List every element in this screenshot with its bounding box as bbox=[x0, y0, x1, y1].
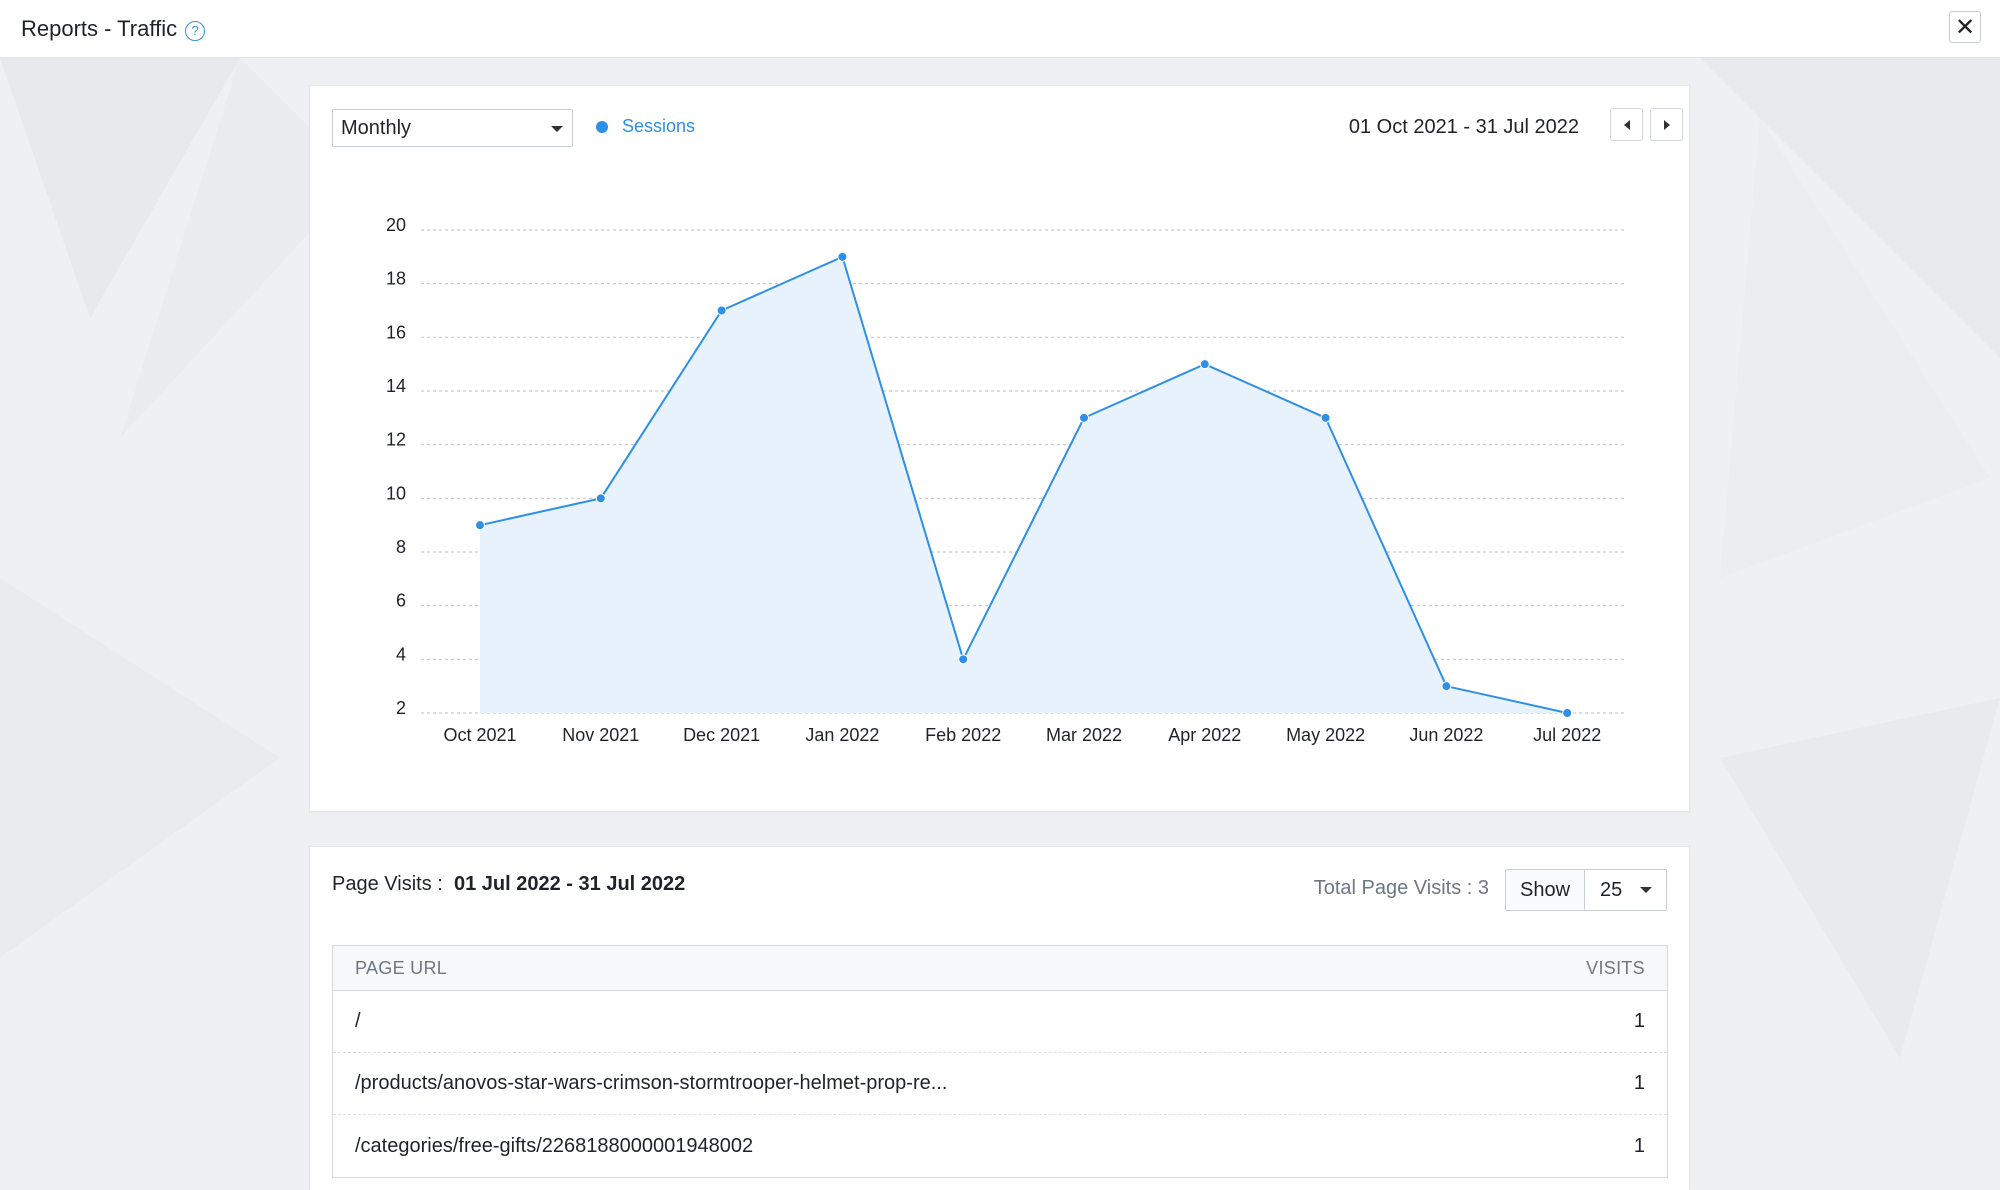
y-tick-label: 6 bbox=[396, 591, 406, 611]
y-tick-label: 10 bbox=[386, 483, 406, 503]
close-icon: ✕ bbox=[1954, 13, 1976, 41]
visits-count: 1 bbox=[1633, 1072, 1645, 1094]
y-tick-label: 12 bbox=[386, 430, 406, 450]
data-point[interactable] bbox=[1079, 412, 1089, 423]
visits-count: 1 bbox=[1633, 1010, 1645, 1032]
legend-dot-icon bbox=[596, 120, 608, 133]
chevron-down-icon bbox=[1640, 887, 1652, 893]
x-tick-label: Jul 2022 bbox=[1533, 725, 1601, 745]
page-visits-range: 01 Jul 2022 - 31 Jul 2022 bbox=[454, 873, 686, 895]
total-page-visits: Total Page Visits : 3 bbox=[1313, 877, 1489, 899]
sessions-area bbox=[480, 256, 1568, 713]
y-tick-label: 18 bbox=[386, 269, 406, 289]
data-point[interactable] bbox=[958, 654, 969, 665]
x-tick-label: Oct 2021 bbox=[443, 725, 516, 745]
y-tick-label: 20 bbox=[386, 215, 406, 235]
x-tick-label: Feb 2022 bbox=[925, 725, 1001, 745]
page-url-link[interactable]: /products/anovos-star-wars-crimson-storm… bbox=[355, 1072, 948, 1094]
top-bar: Reports - Traffic ? ✕ bbox=[0, 0, 2000, 58]
close-button[interactable]: ✕ bbox=[1949, 11, 1981, 43]
data-point[interactable] bbox=[1562, 708, 1573, 718]
table-row: / 1 bbox=[333, 991, 1667, 1053]
legend-item-sessions[interactable]: Sessions bbox=[596, 116, 695, 137]
x-tick-label: Dec 2021 bbox=[683, 725, 760, 745]
data-point[interactable] bbox=[837, 251, 848, 262]
x-tick-label: Mar 2022 bbox=[1046, 725, 1122, 745]
page-visits-label: Page Visits : bbox=[332, 873, 443, 895]
column-header-visits: VISITS bbox=[1586, 957, 1645, 978]
page-size-value: 25 bbox=[1600, 878, 1623, 901]
y-tick-label: 14 bbox=[386, 376, 406, 396]
y-tick-label: 16 bbox=[386, 322, 406, 342]
table-header: PAGE URL VISITS bbox=[333, 946, 1667, 991]
page-size-control: Show 25 bbox=[1505, 869, 1667, 911]
background-pattern bbox=[0, 58, 2000, 1058]
data-point[interactable] bbox=[595, 493, 606, 504]
column-header-page-url: PAGE URL bbox=[355, 957, 448, 978]
data-point[interactable] bbox=[1199, 359, 1210, 370]
next-period-button[interactable] bbox=[1650, 108, 1683, 141]
data-point[interactable] bbox=[475, 520, 485, 531]
table-row: /categories/free-gifts/22681880000019480… bbox=[333, 1115, 1667, 1177]
y-tick-label: 8 bbox=[396, 537, 406, 557]
x-tick-label: Nov 2021 bbox=[562, 725, 639, 745]
data-point[interactable] bbox=[716, 305, 727, 316]
page-visits-table: PAGE URL VISITS / 1 /products/anovos-sta… bbox=[332, 945, 1668, 1178]
x-tick-label: Jan 2022 bbox=[805, 725, 879, 745]
data-point[interactable] bbox=[1441, 681, 1452, 692]
visits-count: 1 bbox=[1633, 1134, 1645, 1157]
page-size-select[interactable]: 25 bbox=[1585, 870, 1666, 910]
date-range: 01 Oct 2021 - 31 Jul 2022 bbox=[1348, 116, 1579, 138]
page-title: Reports - Traffic bbox=[21, 15, 178, 41]
chevron-left-icon bbox=[1623, 119, 1630, 130]
page-visits-card: Page Visits : 01 Jul 2022 - 31 Jul 2022 … bbox=[309, 846, 1690, 1190]
help-icon[interactable]: ? bbox=[185, 20, 206, 41]
show-label: Show bbox=[1506, 870, 1585, 910]
y-tick-label: 2 bbox=[396, 698, 406, 718]
y-tick-label: 4 bbox=[396, 644, 406, 664]
traffic-chart-card: Monthly Sessions 01 Oct 2021 - 31 Jul 20… bbox=[309, 85, 1690, 812]
period-select-value: Monthly bbox=[341, 116, 412, 139]
period-select[interactable]: Monthly bbox=[332, 109, 573, 147]
data-point[interactable] bbox=[1320, 412, 1331, 423]
chevron-down-icon bbox=[551, 126, 563, 132]
page-url-link[interactable]: /categories/free-gifts/22681880000019480… bbox=[355, 1134, 754, 1157]
legend-label: Sessions bbox=[622, 116, 696, 136]
previous-period-button[interactable] bbox=[1610, 108, 1643, 141]
chevron-right-icon bbox=[1663, 119, 1670, 130]
page-url-link[interactable]: / bbox=[355, 1010, 361, 1032]
sessions-line-chart: 2 4 6 8 10 12 14 16 18 20 Oct 2021 Nov 2021 Dec 202… bbox=[386, 215, 1627, 745]
x-tick-label: Jun 2022 bbox=[1409, 725, 1483, 745]
table-row: /products/anovos-star-wars-crimson-storm… bbox=[333, 1053, 1667, 1115]
sessions-line bbox=[479, 255, 1568, 714]
x-tick-label: May 2022 bbox=[1286, 725, 1365, 745]
x-tick-label: Apr 2022 bbox=[1168, 725, 1241, 745]
